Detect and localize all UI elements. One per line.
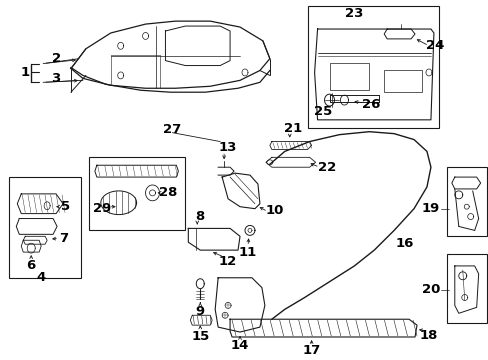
Text: 15: 15	[191, 329, 209, 342]
Text: 9: 9	[195, 305, 204, 318]
Text: 5: 5	[61, 200, 70, 213]
Text: 26: 26	[361, 98, 380, 111]
Text: 22: 22	[318, 161, 336, 174]
Bar	[329, 63, 368, 90]
Bar	[89, 157, 185, 230]
Text: 29: 29	[93, 202, 111, 215]
Text: 23: 23	[345, 7, 363, 20]
Bar	[384, 71, 421, 92]
Text: 3: 3	[51, 72, 61, 85]
Text: 24: 24	[425, 39, 443, 52]
Text: 13: 13	[219, 141, 237, 154]
Text: 11: 11	[238, 246, 257, 258]
Text: 20: 20	[421, 283, 439, 296]
Text: 2: 2	[51, 52, 61, 65]
Text: 12: 12	[219, 256, 237, 269]
Bar	[307, 6, 438, 128]
Bar	[446, 167, 486, 236]
Text: 27: 27	[163, 123, 181, 136]
Bar	[9, 177, 81, 278]
Text: 25: 25	[314, 105, 332, 118]
Text: 1: 1	[20, 66, 30, 79]
Text: 18: 18	[419, 329, 437, 342]
Text: 6: 6	[26, 260, 36, 273]
Text: 8: 8	[195, 210, 204, 223]
Text: 16: 16	[395, 237, 413, 250]
Text: 19: 19	[421, 202, 439, 215]
Bar	[446, 254, 486, 323]
Text: 4: 4	[37, 271, 46, 284]
Text: 28: 28	[159, 186, 177, 199]
Text: 14: 14	[230, 339, 249, 352]
Text: 17: 17	[302, 344, 320, 357]
Text: 10: 10	[265, 204, 284, 217]
Text: 21: 21	[283, 122, 301, 135]
Text: 7: 7	[60, 232, 68, 245]
